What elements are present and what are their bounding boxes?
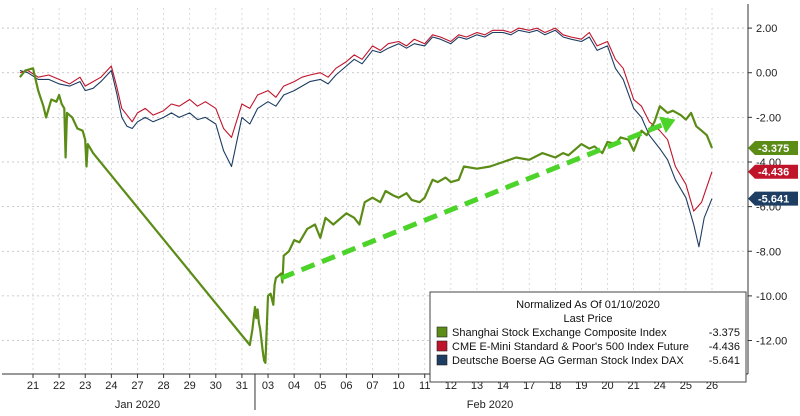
x-tick-label: 04: [288, 380, 300, 392]
y-tick-label: -8.00: [756, 246, 781, 258]
x-tick-label: 29: [184, 380, 196, 392]
legend-subtitle: Last Price: [564, 313, 613, 325]
x-tick-label: 26: [706, 380, 718, 392]
badge-shape: [748, 191, 798, 206]
legend-series-value: -3.375: [709, 327, 740, 339]
x-tick-label: 13: [471, 380, 483, 392]
badge-value: -5.641: [758, 194, 789, 206]
x-tick-label: 19: [575, 380, 587, 392]
x-tick-label: 10: [392, 380, 404, 392]
legend-items: Shanghai Stock Exchange Composite Index -…: [436, 326, 740, 367]
y-tick-label: 2.00: [756, 23, 777, 35]
x-tick-label: 06: [340, 380, 352, 392]
legend-series-value: -5.641: [709, 355, 740, 367]
month-label: Jan 2020: [115, 399, 160, 411]
last-value-badge: -5.641: [748, 191, 798, 206]
badge-value: -4.436: [758, 167, 789, 179]
x-tick-label: 18: [549, 380, 561, 392]
legend-title: Normalized As Of 01/10/2020: [516, 299, 660, 311]
legend-swatch: [436, 340, 448, 352]
x-tick-label: 24: [654, 380, 666, 392]
y-tick-label: 0.00: [756, 68, 777, 80]
legend: Normalized As Of 01/10/2020 Last Price S…: [429, 291, 747, 383]
x-tick-label: 22: [53, 380, 65, 392]
badge-shape: [748, 141, 798, 156]
legend-series-name: Shanghai Stock Exchange Composite Index: [452, 327, 667, 339]
legend-box: [429, 291, 747, 383]
y-axis: 2.000.00-2.00-4.00-6.00-8.00-10.00-12.00: [747, 4, 787, 374]
x-tick-label: 21: [628, 380, 640, 392]
month-label: Feb 2020: [467, 399, 513, 411]
x-tick-label: 07: [366, 380, 378, 392]
x-tick-label: 23: [79, 380, 91, 392]
series-line: [19, 27, 713, 212]
last-value-badge: -4.436: [748, 164, 798, 179]
y-tick-label: -2.00: [756, 112, 781, 124]
last-value-badges: -3.375 -4.436 -5.641: [748, 141, 798, 206]
x-tick-label: 05: [314, 380, 326, 392]
x-tick-label: 25: [680, 380, 692, 392]
x-tick-label: 30: [210, 380, 222, 392]
plot-area: [19, 27, 714, 364]
trend-line: [280, 122, 664, 281]
x-tick-label: 24: [105, 380, 117, 392]
x-tick-label: 20: [601, 380, 613, 392]
legend-series-name: Deutsche Boerse AG German Stock Index DA…: [452, 355, 684, 367]
legend-item: CME E-Mini Standard & Poor's 500 Index F…: [436, 340, 740, 353]
last-value-badge: -3.375: [748, 141, 798, 156]
trend-arrowhead: [659, 116, 676, 134]
x-tick-label: 27: [131, 380, 143, 392]
x-tick-label: 11: [419, 380, 430, 392]
y-tick-label: -10.00: [756, 291, 787, 303]
x-tick-label: 28: [157, 380, 169, 392]
legend-swatch: [436, 326, 448, 338]
x-tick-label: 21: [27, 380, 39, 392]
legend-item: Shanghai Stock Exchange Composite Index -…: [436, 326, 740, 339]
series-line: [19, 29, 713, 248]
legend-item: Deutsche Boerse AG German Stock Index DA…: [436, 354, 740, 367]
badge-shape: [748, 164, 798, 179]
x-tick-label: 17: [523, 380, 535, 392]
x-tick-label: 31: [236, 380, 248, 392]
legend-series-name: CME E-Mini Standard & Poor's 500 Index F…: [452, 341, 689, 353]
x-tick-label: 03: [262, 380, 274, 392]
x-tick-label: 14: [497, 380, 509, 392]
y-tick-label: -12.00: [756, 336, 787, 348]
legend-series-value: -4.436: [709, 341, 740, 353]
x-tick-label: 12: [445, 380, 457, 392]
legend-swatch: [436, 354, 448, 366]
badge-value: -3.375: [758, 143, 789, 155]
